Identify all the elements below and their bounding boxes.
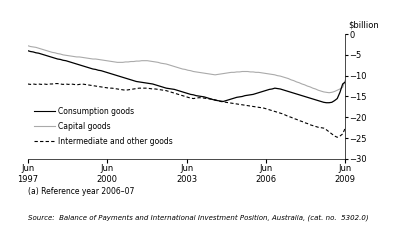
Text: Consumption goods: Consumption goods — [58, 107, 134, 116]
Text: Intermediate and other goods: Intermediate and other goods — [58, 137, 173, 146]
Text: Source:  Balance of Payments and International Investment Position, Australia, (: Source: Balance of Payments and Internat… — [28, 215, 368, 221]
Text: (a) Reference year 2006–07: (a) Reference year 2006–07 — [28, 187, 134, 196]
Text: $billion: $billion — [349, 20, 379, 29]
Text: Capital goods: Capital goods — [58, 122, 111, 131]
